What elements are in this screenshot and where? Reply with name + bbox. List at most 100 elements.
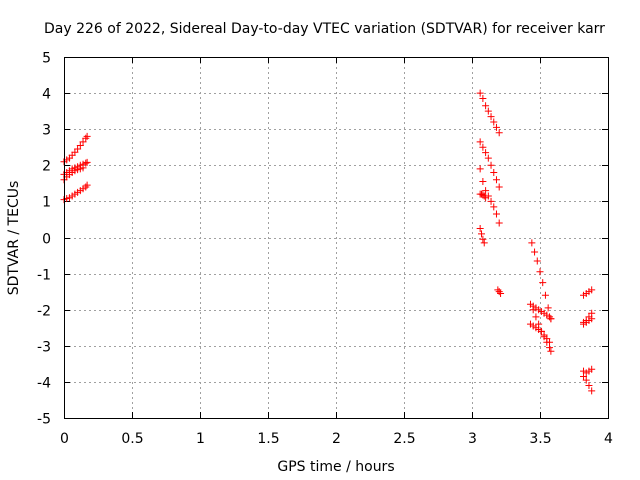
x-tick-label: 1	[196, 431, 205, 447]
data-point	[492, 210, 500, 218]
data-point	[543, 338, 551, 346]
y-tick-label: 2	[42, 159, 51, 175]
data-point	[533, 257, 541, 265]
x-tick-labels: 0 0.5 1 1.5 2 2.5 3 3.5 4	[60, 431, 613, 447]
data-point	[546, 344, 554, 352]
y-tick-label: -3	[37, 340, 51, 356]
data-point	[529, 306, 537, 314]
data-point	[478, 230, 486, 238]
data-point	[539, 279, 547, 287]
data-point	[541, 291, 549, 299]
series-arc-9	[476, 224, 488, 247]
series-arc-18	[580, 365, 596, 377]
data-point	[490, 203, 498, 211]
data-point	[482, 102, 490, 110]
data-point	[494, 286, 502, 294]
grid-layer	[64, 57, 608, 418]
series-arc-17	[580, 315, 596, 326]
data-point	[82, 183, 90, 191]
x-tick-label: 2	[332, 431, 341, 447]
data-point	[83, 132, 91, 140]
data-point	[476, 165, 484, 173]
x-tick-label: 0.5	[121, 431, 143, 447]
data-point	[495, 183, 503, 191]
data-point	[479, 178, 487, 186]
data-point	[492, 176, 500, 184]
data-point	[492, 123, 500, 131]
data-point	[476, 138, 484, 146]
y-tick-labels: -5 -4 -3 -2 -1 0 1 2 3 4 5	[37, 51, 51, 428]
data-point	[588, 315, 596, 323]
y-tick-label: 3	[42, 123, 51, 139]
data-point	[544, 304, 552, 312]
data-point	[476, 89, 484, 97]
data-point	[546, 313, 554, 321]
x-tick-label: 1.5	[257, 431, 279, 447]
data-point	[83, 158, 91, 166]
data-point	[476, 224, 484, 232]
chart-title: Day 226 of 2022, Sidereal Day-to-day VTE…	[44, 21, 605, 37]
y-tick-label: 1	[42, 195, 51, 211]
data-point	[479, 235, 487, 243]
data-point	[495, 129, 503, 137]
data-point	[582, 376, 590, 384]
data-point	[536, 268, 544, 276]
data-point	[74, 145, 82, 153]
series-arc-6	[476, 138, 503, 191]
data-point	[495, 219, 503, 227]
y-tick-label: 4	[42, 87, 51, 103]
data-point	[480, 192, 488, 200]
y-axis-label: SDTVAR / TECUs	[6, 181, 22, 296]
data-point	[484, 154, 492, 162]
data-point	[540, 333, 548, 341]
data-point	[482, 149, 490, 157]
data-point	[487, 197, 495, 205]
data-point	[495, 288, 503, 296]
data-point	[588, 387, 596, 395]
y-tick-label: 0	[42, 232, 51, 248]
y-tick-label: -1	[37, 268, 51, 284]
data-point	[580, 372, 588, 380]
data-point	[532, 313, 540, 321]
y-tick-label: -2	[37, 304, 51, 320]
y-tick-label: -4	[37, 376, 51, 392]
data-point	[487, 161, 495, 169]
series-arc-15	[580, 286, 596, 299]
series-arc-8	[476, 190, 490, 202]
series-arc-19	[580, 372, 596, 395]
data-point	[535, 320, 543, 328]
data-point	[487, 113, 495, 121]
x-tick-label: 3	[468, 431, 477, 447]
series-arc-10	[494, 286, 505, 297]
data-point	[528, 239, 536, 247]
data-point	[76, 141, 84, 149]
y-tick-label: -5	[37, 412, 51, 428]
data-point	[480, 239, 488, 247]
data-point	[482, 187, 490, 195]
series-arc-12	[526, 300, 555, 323]
data-point	[547, 347, 555, 355]
y-tick-label: 5	[42, 51, 51, 67]
x-tick-label: 4	[604, 431, 613, 447]
data-point	[479, 143, 487, 151]
data-point	[490, 169, 498, 177]
data-point	[479, 95, 487, 103]
series-arc-14	[529, 306, 555, 355]
series-arc-4	[60, 181, 91, 204]
data-point	[531, 248, 539, 256]
x-tick-label: 2.5	[393, 431, 415, 447]
data-point	[588, 286, 596, 294]
data-point	[585, 382, 593, 390]
data-point	[484, 107, 492, 115]
data-point	[537, 327, 545, 335]
x-tick-label: 3.5	[529, 431, 551, 447]
x-tick-label: 0	[60, 431, 69, 447]
data-point	[79, 138, 87, 146]
data-points-layer	[60, 89, 596, 395]
data-point	[482, 194, 490, 202]
plot-frame	[64, 57, 609, 419]
data-point	[82, 159, 90, 167]
x-axis-label: GPS time / hours	[277, 459, 394, 475]
